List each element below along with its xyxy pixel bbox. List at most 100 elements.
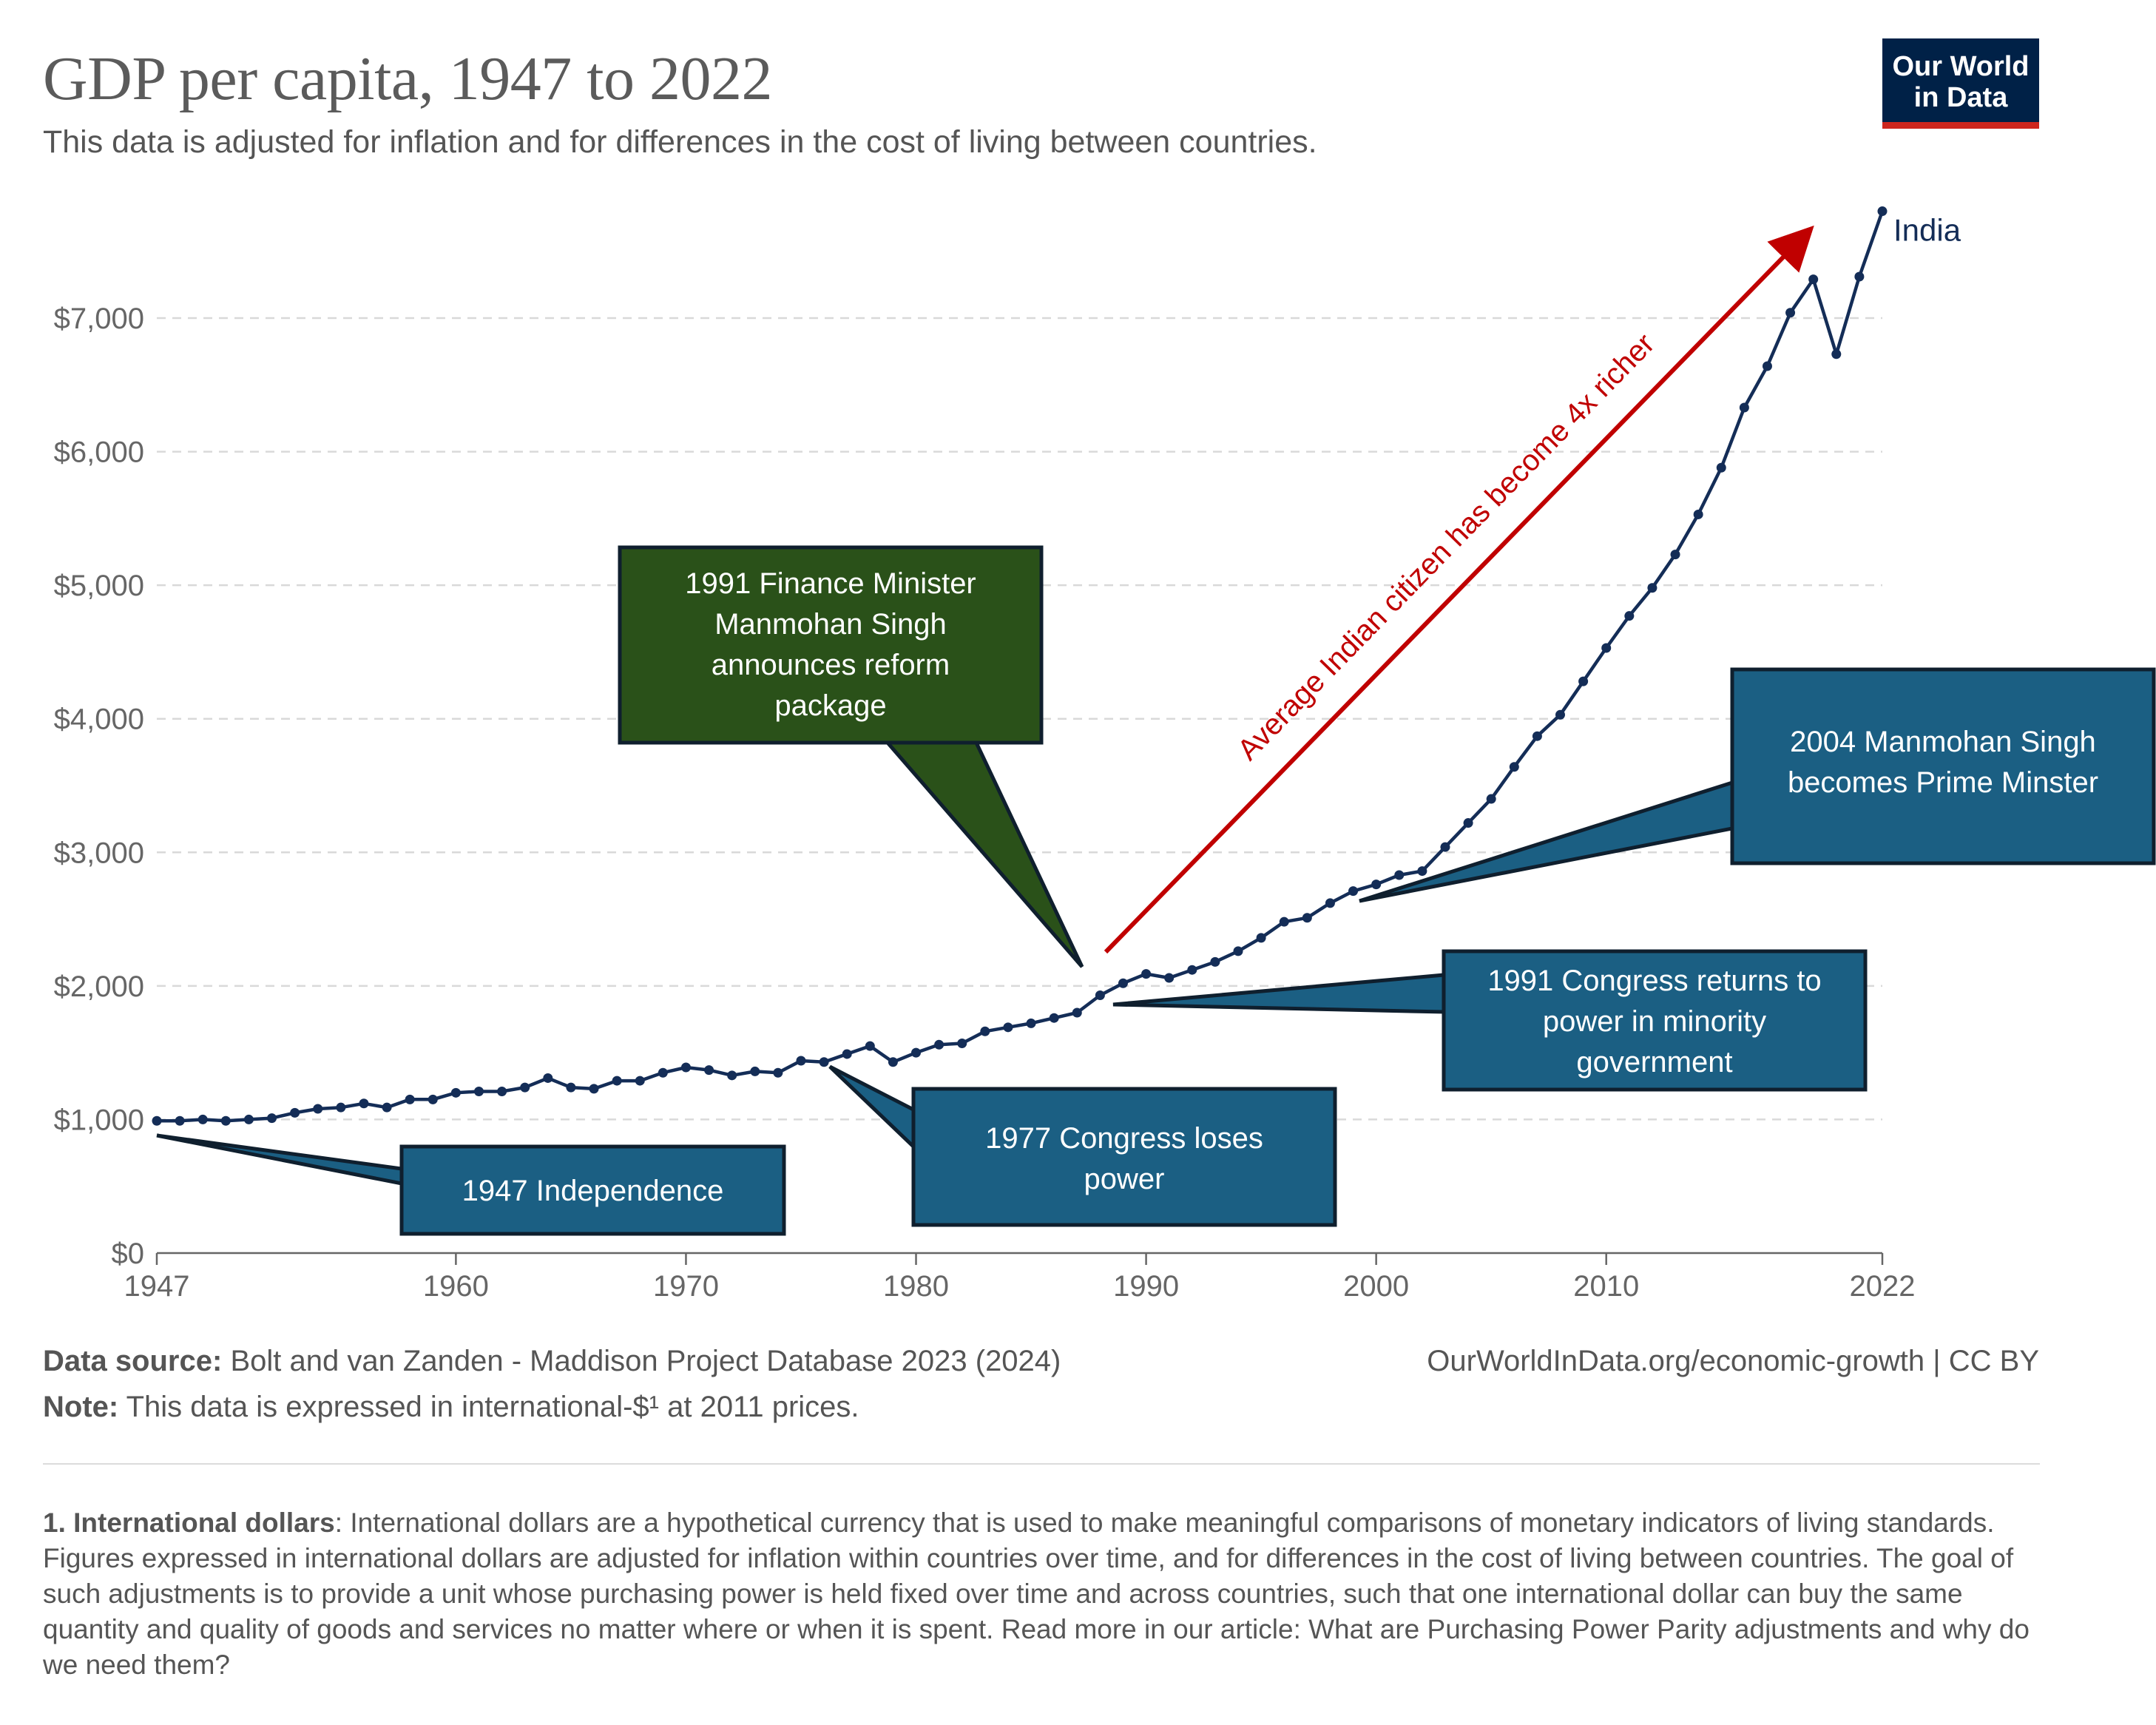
data-point <box>842 1049 852 1059</box>
footer-divider <box>43 1463 2040 1465</box>
data-point <box>313 1104 323 1114</box>
data-point <box>1302 913 1312 923</box>
data-point <box>175 1115 185 1126</box>
x-tick-label: 1970 <box>653 1270 719 1303</box>
series-line-india <box>157 210 1885 1123</box>
source-url-link[interactable]: OurWorldInData.org/economic-growth | CC … <box>1427 1345 2039 1377</box>
data-point <box>635 1076 645 1086</box>
y-tick-label: $6,000 <box>54 436 144 469</box>
data-point <box>1601 643 1612 653</box>
data-point <box>1578 676 1589 686</box>
growth-arrow-label: Average Indian citizen has become 4x ric… <box>1231 328 1661 767</box>
data-source-label: Data source: <box>43 1345 223 1377</box>
data-point <box>1095 990 1105 1000</box>
callout-text-line: power <box>1084 1163 1165 1195</box>
callout-finance-minister: 1991 Finance Minister Manmohan Singh annou… <box>618 545 1084 968</box>
data-point <box>359 1098 369 1109</box>
data-source-text: Bolt and van Zanden - Maddison Project D… <box>230 1345 1061 1377</box>
data-point <box>911 1047 922 1058</box>
x-tick-label: 2010 <box>1573 1270 1639 1303</box>
data-point <box>473 1087 484 1097</box>
data-point <box>1187 965 1197 975</box>
data-point <box>727 1070 737 1081</box>
data-point <box>1233 946 1243 956</box>
callout-box <box>618 545 1044 745</box>
data-point <box>1118 978 1128 988</box>
callout-text-line: package <box>774 689 886 722</box>
callout-box <box>911 1087 1337 1227</box>
data-point <box>819 1057 829 1067</box>
data-point <box>1026 1018 1036 1028</box>
data-point <box>1141 969 1152 979</box>
data-point <box>566 1082 576 1093</box>
growth-arrow: Average Indian citizen has become 4x ric… <box>1104 225 1814 954</box>
data-point <box>382 1102 392 1113</box>
data-point <box>1325 898 1335 908</box>
x-tick-label: 2000 <box>1343 1270 1409 1303</box>
data-point <box>1647 583 1657 593</box>
footnote: 1. International dollars: International … <box>43 1505 2040 1683</box>
data-point <box>980 1026 990 1036</box>
data-point <box>543 1073 553 1083</box>
data-point <box>1831 349 1842 359</box>
data-point <box>704 1065 714 1076</box>
callout-text-line: announces reform <box>712 649 950 681</box>
callout-text-line: 1991 Finance Minister <box>685 567 976 600</box>
y-tick-label: $1,000 <box>54 1104 144 1136</box>
data-point <box>405 1094 415 1104</box>
callout-box <box>399 1144 786 1236</box>
y-tick-label: $5,000 <box>54 570 144 602</box>
callouts: 1947 Independence 1977 Congress loses powe… <box>156 545 2156 1236</box>
data-point <box>1440 842 1450 852</box>
owid-logo[interactable]: Our World in Data <box>1882 38 2039 129</box>
y-tick-label: $7,000 <box>54 303 144 335</box>
logo-line-2: in Data <box>1913 81 2008 113</box>
chart-area: $0 $1,000 $2,000 $3,000 $4,000 $5,000 $6,000 $7… <box>54 206 2156 1303</box>
footnote-label: 1. International dollars <box>43 1508 335 1538</box>
callout-text-line: government <box>1576 1046 1732 1078</box>
callout-text-line: 1977 Congress loses <box>985 1122 1263 1155</box>
x-tick-label: 1990 <box>1113 1270 1179 1303</box>
x-tick-label: 1947 <box>124 1270 190 1303</box>
data-point <box>1509 762 1519 772</box>
data-point <box>1693 509 1703 519</box>
y-tick-label: $3,000 <box>54 837 144 869</box>
data-point <box>1716 462 1726 473</box>
callout-pointer <box>828 1064 916 1151</box>
data-point <box>680 1062 691 1073</box>
data-point <box>1555 709 1566 720</box>
callout-pointer <box>1359 780 1734 903</box>
callout-text-line: Manmohan Singh <box>714 608 947 641</box>
data-point <box>612 1076 622 1086</box>
data-point <box>243 1114 254 1124</box>
callout-text-line: becomes Prime Minster <box>1788 766 2098 799</box>
axes: $0 $1,000 $2,000 $3,000 $4,000 $5,000 $6,000 $7… <box>54 303 1916 1303</box>
data-point <box>1463 818 1473 828</box>
data-point <box>1210 956 1220 967</box>
data-point <box>1348 886 1359 897</box>
data-point <box>197 1114 208 1124</box>
data-point <box>450 1087 461 1098</box>
data-point <box>1486 794 1496 804</box>
data-point <box>220 1115 231 1126</box>
data-point <box>1854 271 1865 282</box>
callout-congress-returns: 1991 Congress returns to power in minorit… <box>1112 949 1868 1092</box>
data-point <box>1877 206 1888 217</box>
callout-text-line: power in minority <box>1543 1005 1766 1038</box>
data-point <box>934 1039 944 1050</box>
data-point <box>336 1102 346 1113</box>
data-point <box>589 1084 599 1094</box>
y-tick-label: $2,000 <box>54 970 144 1003</box>
data-point <box>267 1113 277 1124</box>
data-point <box>1072 1007 1082 1018</box>
data-note: Note: This data is expressed in internat… <box>43 1391 859 1424</box>
data-point <box>290 1107 300 1118</box>
data-point <box>1808 274 1819 285</box>
data-point <box>520 1082 530 1093</box>
callout-box <box>1442 949 1868 1092</box>
data-point <box>1670 550 1680 560</box>
callout-prime-minister: 2004 Manmohan Singh becomes Prime Minster <box>1359 667 2156 903</box>
data-point <box>1049 1013 1059 1023</box>
data-point <box>1762 361 1772 371</box>
data-point <box>1739 402 1749 413</box>
